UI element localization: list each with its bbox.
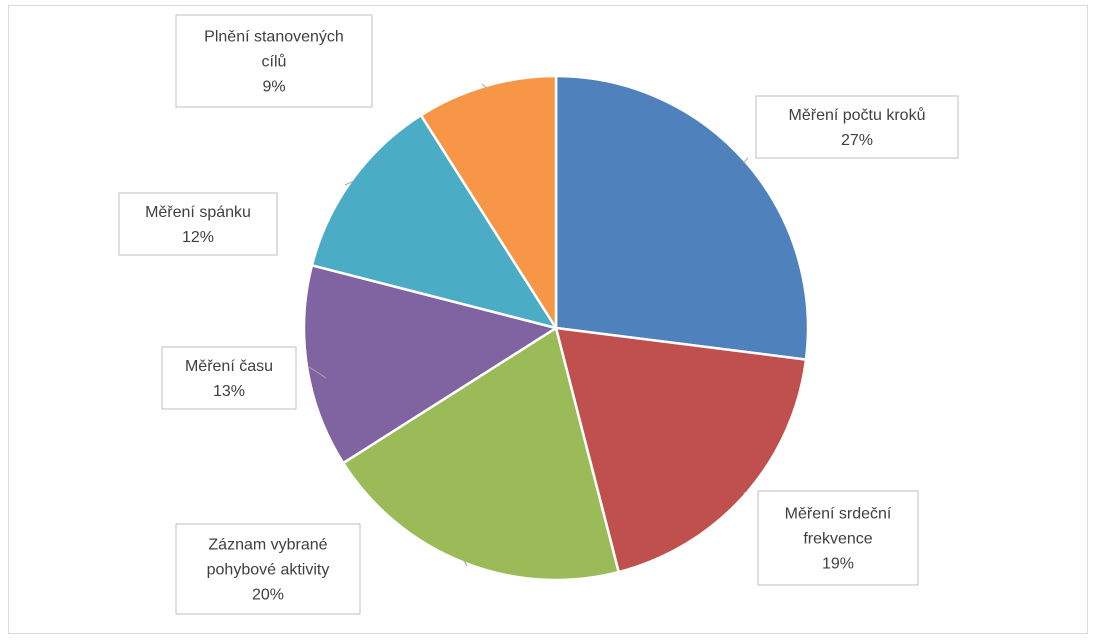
label-category: Měření počtu kroků xyxy=(789,106,926,124)
label-category: frekvence xyxy=(803,531,872,548)
label-percent: 9% xyxy=(262,79,285,96)
label-box xyxy=(118,192,278,256)
leader-line-mereni-spanku xyxy=(344,180,354,186)
leader-line-zaznam-vybrane-pohybove-aktivity xyxy=(463,560,468,567)
label-category: Záznam vybrané xyxy=(208,537,327,554)
data-labels: Měření počtu kroků 27% Měření srdeční frekv… xyxy=(118,14,959,615)
slice-mereni-spanku xyxy=(310,113,558,330)
label-percent: 19% xyxy=(822,556,854,573)
data-label-mereni-spanku: Měření spánku 12% xyxy=(118,192,278,256)
label-box xyxy=(755,95,959,159)
data-label-mereni-srdecni-frekvence: Měření srdeční frekvence 19% xyxy=(757,490,919,586)
leader-line-mereni-casu xyxy=(308,366,327,379)
leader-line-plneni-stanovenych-cilu xyxy=(481,83,487,89)
label-box xyxy=(175,14,373,108)
label-box xyxy=(175,523,361,615)
label-category: cílů xyxy=(262,53,287,71)
label-box xyxy=(161,346,297,410)
label-percent: 20% xyxy=(252,587,284,604)
data-label-plneni-stanovenych-cilu: Plnění stanovených cílů 9% xyxy=(175,14,373,108)
slice-mereni-casu xyxy=(302,264,558,465)
leader-lines xyxy=(308,83,749,567)
leader-line-mereni-srdecni-frekvence xyxy=(743,490,748,494)
data-label-zaznam-vybrane-pohybove-aktivity: Záznam vybrané pohybové aktivity 20% xyxy=(175,523,361,615)
label-category: Měření srdeční xyxy=(785,506,892,523)
leader-line-mereni-poctu-kroku xyxy=(743,157,749,164)
label-percent: 12% xyxy=(182,229,214,246)
data-label-mereni-casu: Měření času 13% xyxy=(161,346,297,410)
slice-plneni-stanovenych-cilu xyxy=(419,74,558,330)
slice-mereni-srdecni-frekvence xyxy=(554,326,808,574)
label-category: Plnění stanovených xyxy=(204,29,344,46)
label-category: Měření spánku xyxy=(145,204,251,221)
data-label-mereni-poctu-kroku: Měření počtu kroků 27% xyxy=(755,95,959,159)
label-percent: 13% xyxy=(213,383,245,400)
slice-zaznam-vybrane-pohybove-aktivity xyxy=(341,326,620,582)
label-category: Měření času xyxy=(185,358,273,375)
label-category: pohybové aktivity xyxy=(207,562,330,579)
label-percent: 27% xyxy=(841,132,873,149)
label-box xyxy=(757,490,919,586)
pie-slices xyxy=(302,74,810,582)
